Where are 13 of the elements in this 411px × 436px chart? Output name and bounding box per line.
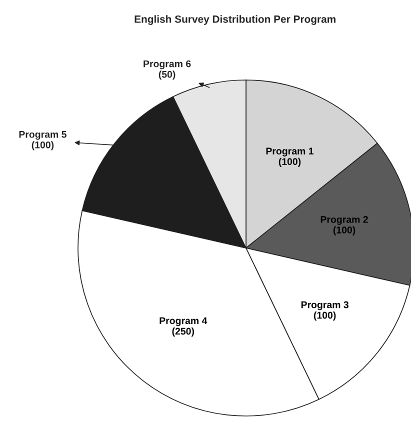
data-label: (100)	[32, 141, 54, 150]
data-label: (100)	[278, 158, 301, 167]
chart-title: English Survey Distribution Per Program	[134, 15, 336, 25]
data-label: (50)	[158, 70, 176, 80]
slice-label: Program 1	[266, 148, 314, 156]
data-label: (100)	[314, 312, 336, 321]
data-label: (250)	[172, 328, 194, 337]
slice-label: Program 5	[19, 131, 66, 140]
slice-label: Program 3	[301, 301, 348, 310]
slice-label: Program 2	[320, 216, 368, 225]
slice-label: Program 6	[144, 60, 191, 70]
data-label: (100)	[333, 226, 356, 236]
slice-label: Program 4	[160, 317, 208, 326]
